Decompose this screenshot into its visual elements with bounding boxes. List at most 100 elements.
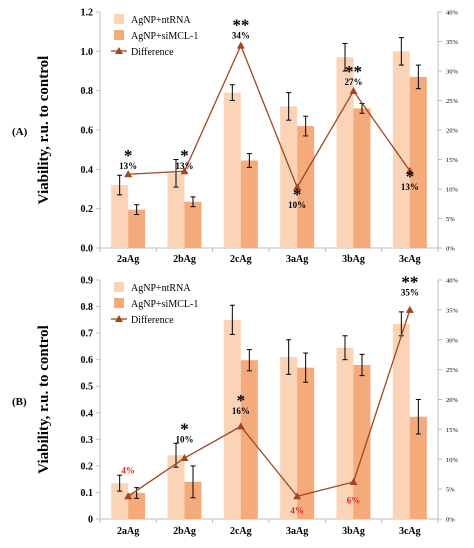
- significance-stars: *: [293, 185, 302, 204]
- legend-label: AgNP+siMCL-1: [131, 299, 198, 310]
- y2-tick-label: 35%: [446, 39, 459, 46]
- bar-ntrna: [223, 319, 241, 519]
- panel-label: (B): [12, 396, 27, 408]
- y2-tick-label: 25%: [446, 98, 459, 105]
- percent-label: 10%: [176, 435, 194, 445]
- x-tick-label: 2aAg: [117, 526, 139, 537]
- y-tick-label: 0.5: [81, 382, 94, 393]
- bar-simcl: [353, 108, 371, 248]
- x-tick-label: 2cAg: [230, 254, 252, 265]
- bar-simcl: [297, 367, 315, 519]
- percent-label: 4%: [121, 466, 135, 476]
- legend-label: AgNP+siMCL-1: [131, 31, 198, 42]
- bar-simcl: [240, 360, 258, 519]
- y2-tick-label: 40%: [446, 278, 459, 285]
- y-tick-label: 0.8: [81, 302, 94, 313]
- y-tick-label: 1.0: [81, 47, 94, 58]
- bar-ntrna: [392, 51, 410, 249]
- y2-tick-label: 10%: [446, 457, 459, 464]
- difference-line: [127, 309, 411, 498]
- y-tick-label: 1.2: [81, 8, 94, 19]
- x-tick-label: 2aAg: [117, 254, 139, 265]
- legend-marker: [115, 315, 123, 322]
- y2-tick-label: 30%: [446, 337, 459, 344]
- bar-ntrna: [111, 185, 129, 248]
- x-tick-label: 3bAg: [342, 254, 365, 265]
- legend-label: AgNP+ntRNA: [131, 283, 191, 294]
- legend-label: Difference: [131, 47, 174, 58]
- difference-point: [180, 454, 189, 462]
- panel-label: (A): [12, 126, 28, 138]
- percent-label: 13%: [176, 161, 194, 171]
- y-axis-label: Viability, r.u. to control: [36, 56, 52, 205]
- chart-panel-b: (B) Viability, r.u. to control 0 0.1 0.2 0.3 0…: [12, 273, 459, 537]
- percent-label: 10%: [288, 200, 306, 210]
- difference-point: [124, 492, 133, 500]
- y2-tick-label: 15%: [446, 427, 459, 434]
- y2-tick-label: 35%: [446, 307, 459, 314]
- legend-marker: [115, 47, 123, 54]
- y-tick-label: 0: [88, 515, 93, 526]
- x-tick-label: 3aAg: [286, 526, 308, 537]
- bar-simcl: [184, 481, 202, 519]
- x-tick-label: 3cAg: [399, 526, 421, 537]
- difference-point: [124, 170, 133, 178]
- bar-simcl: [297, 126, 315, 248]
- percent-label: 34%: [232, 31, 250, 41]
- x-tick-label: 2bAg: [173, 254, 196, 265]
- bar-ntrna: [223, 92, 241, 248]
- significance-stars: *: [180, 146, 189, 165]
- percent-label: 27%: [345, 77, 363, 87]
- y2-tick-label: 0%: [446, 246, 455, 253]
- y-tick-label: 0.0: [81, 244, 94, 255]
- significance-stars: **: [401, 273, 418, 292]
- y2-tick-label: 10%: [446, 187, 459, 194]
- y-tick-label: 0.1: [81, 488, 94, 499]
- y-tick-label: 0.6: [81, 355, 94, 366]
- y-tick-label: 0.6: [81, 126, 94, 137]
- x-tick-label: 2bAg: [173, 526, 196, 537]
- bar-ntrna: [392, 323, 410, 519]
- bar-ntrna: [280, 357, 298, 519]
- legend-swatch: [114, 14, 124, 24]
- y-axis-label: Viability, r.u. to control: [36, 325, 52, 474]
- chart-panel-a: (A) Viability, r.u. to control 0.0 0.2 0.4 0.…: [12, 8, 459, 266]
- percent-label: 16%: [232, 406, 250, 416]
- significance-stars: *: [237, 391, 246, 410]
- difference-point: [349, 477, 358, 485]
- legend-swatch: [114, 298, 124, 308]
- significance-stars: **: [345, 62, 362, 81]
- y-tick-label: 0.4: [81, 408, 94, 419]
- bar-ntrna: [336, 57, 354, 248]
- bar-ntrna: [167, 173, 185, 248]
- bar-simcl: [240, 160, 258, 248]
- difference-point: [236, 422, 245, 430]
- y-tick-label: 0.8: [81, 86, 94, 97]
- bar-simcl: [409, 76, 427, 249]
- bar-simcl: [128, 209, 146, 248]
- y2-tick-label: 25%: [446, 367, 459, 374]
- bar-ntrna: [167, 455, 185, 519]
- difference-point: [236, 41, 245, 49]
- legend-swatch: [114, 282, 124, 292]
- x-tick-label: 3cAg: [399, 254, 421, 265]
- significance-stars: *: [406, 167, 415, 186]
- y-tick-label: 0.7: [81, 329, 94, 340]
- percent-label: 4%: [290, 506, 304, 516]
- legend-label: Difference: [131, 315, 174, 326]
- legend-swatch: [114, 30, 124, 40]
- y-tick-label: 0.2: [81, 204, 94, 215]
- legend-label: AgNP+ntRNA: [131, 15, 191, 26]
- bar-simcl: [128, 492, 146, 519]
- y-tick-label: 0.2: [81, 461, 94, 472]
- percent-label: 35%: [401, 288, 419, 298]
- percent-label: 13%: [401, 182, 419, 192]
- y-tick-label: 0.3: [81, 435, 94, 446]
- significance-stars: **: [232, 16, 249, 35]
- difference-point: [293, 492, 302, 500]
- y2-tick-label: 20%: [446, 397, 459, 404]
- y2-tick-label: 30%: [446, 69, 459, 76]
- difference-point: [405, 166, 414, 174]
- bar-ntrna: [336, 347, 354, 519]
- difference-point: [405, 305, 414, 313]
